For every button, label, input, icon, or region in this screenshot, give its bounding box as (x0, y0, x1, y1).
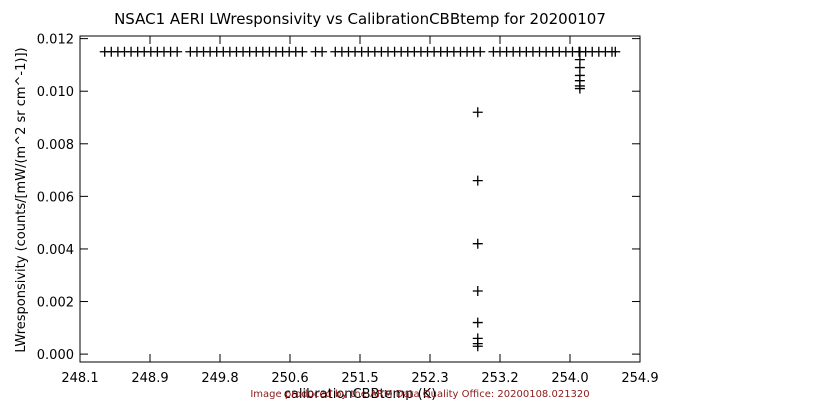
y-tick-label: 0.002 (37, 296, 74, 311)
x-tick-label: 252.3 (411, 371, 448, 386)
data-point (472, 341, 483, 352)
data-point (317, 46, 328, 57)
data-point (472, 175, 483, 186)
x-tick-label: 250.6 (271, 371, 308, 386)
data-point (172, 46, 183, 57)
x-tick-label: 254.0 (551, 371, 588, 386)
data-point (574, 83, 585, 94)
x-tick-label: 249.8 (201, 371, 238, 386)
chart-title: NSAC1 AERI LWresponsivity vs Calibration… (114, 10, 606, 28)
data-point (297, 46, 308, 57)
x-tick-label: 251.5 (341, 371, 378, 386)
footer: Image produced by the ARM Data Quality O… (250, 389, 589, 400)
x-tick-label: 254.9 (621, 371, 658, 386)
data-point (472, 238, 483, 249)
y-tick-label: 0.008 (37, 138, 74, 153)
data-point (475, 46, 486, 57)
data-point (610, 46, 621, 57)
y-tick-label: 0.006 (37, 190, 74, 205)
data-point (472, 107, 483, 118)
y-axis-label: LWresponsivity (counts/[mW/(m^2 sr cm^-1… (14, 47, 29, 352)
x-tick-label: 248.9 (131, 371, 168, 386)
data-point (472, 286, 483, 297)
data-point (472, 317, 483, 328)
x-axis-label: calibrationCBBtemp (K) (284, 387, 437, 400)
y-tick-label: 0.004 (37, 243, 74, 258)
y-tick-label: 0.012 (37, 33, 74, 48)
y-tick-label: 0.000 (37, 348, 74, 363)
x-tick-label: 248.1 (61, 371, 98, 386)
x-tick-label: 253.2 (481, 371, 518, 386)
y-tick-label: 0.010 (37, 85, 74, 100)
